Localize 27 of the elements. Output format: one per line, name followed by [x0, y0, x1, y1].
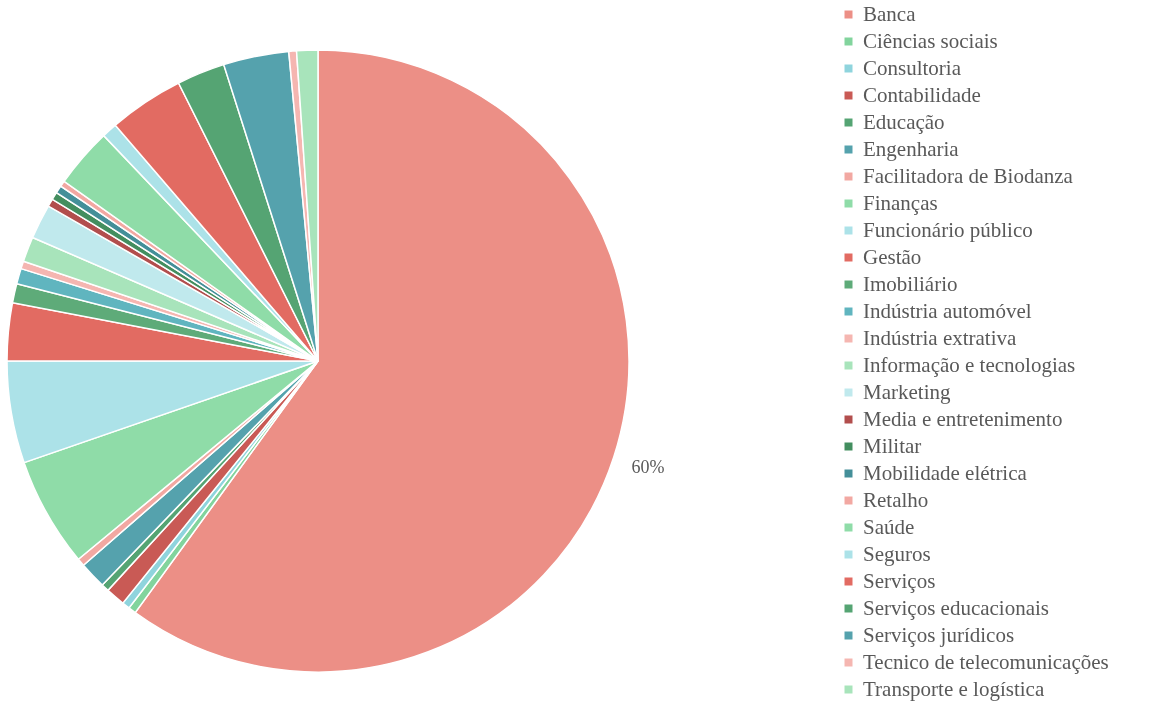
- legend-label: Militar: [863, 433, 922, 458]
- legend-label: Indústria automóvel: [863, 298, 1032, 323]
- legend-label: Funcionário público: [863, 217, 1033, 242]
- legend-label: Serviços educacionais: [863, 595, 1050, 620]
- legend-label: Transporte e logística: [863, 676, 1045, 701]
- legend-label: Seguros: [863, 541, 931, 566]
- legend-label: Contabilidade: [863, 82, 981, 107]
- legend-label: Marketing: [863, 379, 951, 404]
- legend-label: Saúde: [863, 514, 915, 539]
- legend-label: Serviços: [863, 568, 936, 593]
- legend-label: Informação e tecnologias: [863, 352, 1076, 377]
- legend-label: Finanças: [863, 190, 938, 215]
- legend-label: Indústria extrativa: [863, 325, 1018, 350]
- legend-label: Mobilidade elétrica: [863, 460, 1028, 485]
- legend-label: Media e entretenimento: [863, 406, 1063, 431]
- legend-label: Tecnico de telecomunicações: [863, 649, 1109, 674]
- legend-label: Serviços jurídicos: [863, 622, 1015, 647]
- legend-label: Ciências sociais: [863, 28, 998, 53]
- legend-label: Gestão: [863, 244, 922, 269]
- legend-label: Retalho: [863, 487, 929, 512]
- legend-label: Facilitadora de Biodanza: [863, 163, 1074, 188]
- data-label: 60%: [631, 457, 665, 478]
- legend-label: Banca: [863, 1, 917, 26]
- legend-label: Engenharia: [863, 136, 960, 161]
- legend-label: Educação: [863, 109, 945, 134]
- legend-label: Imobiliário: [863, 271, 958, 296]
- legend-label: Consultoria: [863, 55, 962, 80]
